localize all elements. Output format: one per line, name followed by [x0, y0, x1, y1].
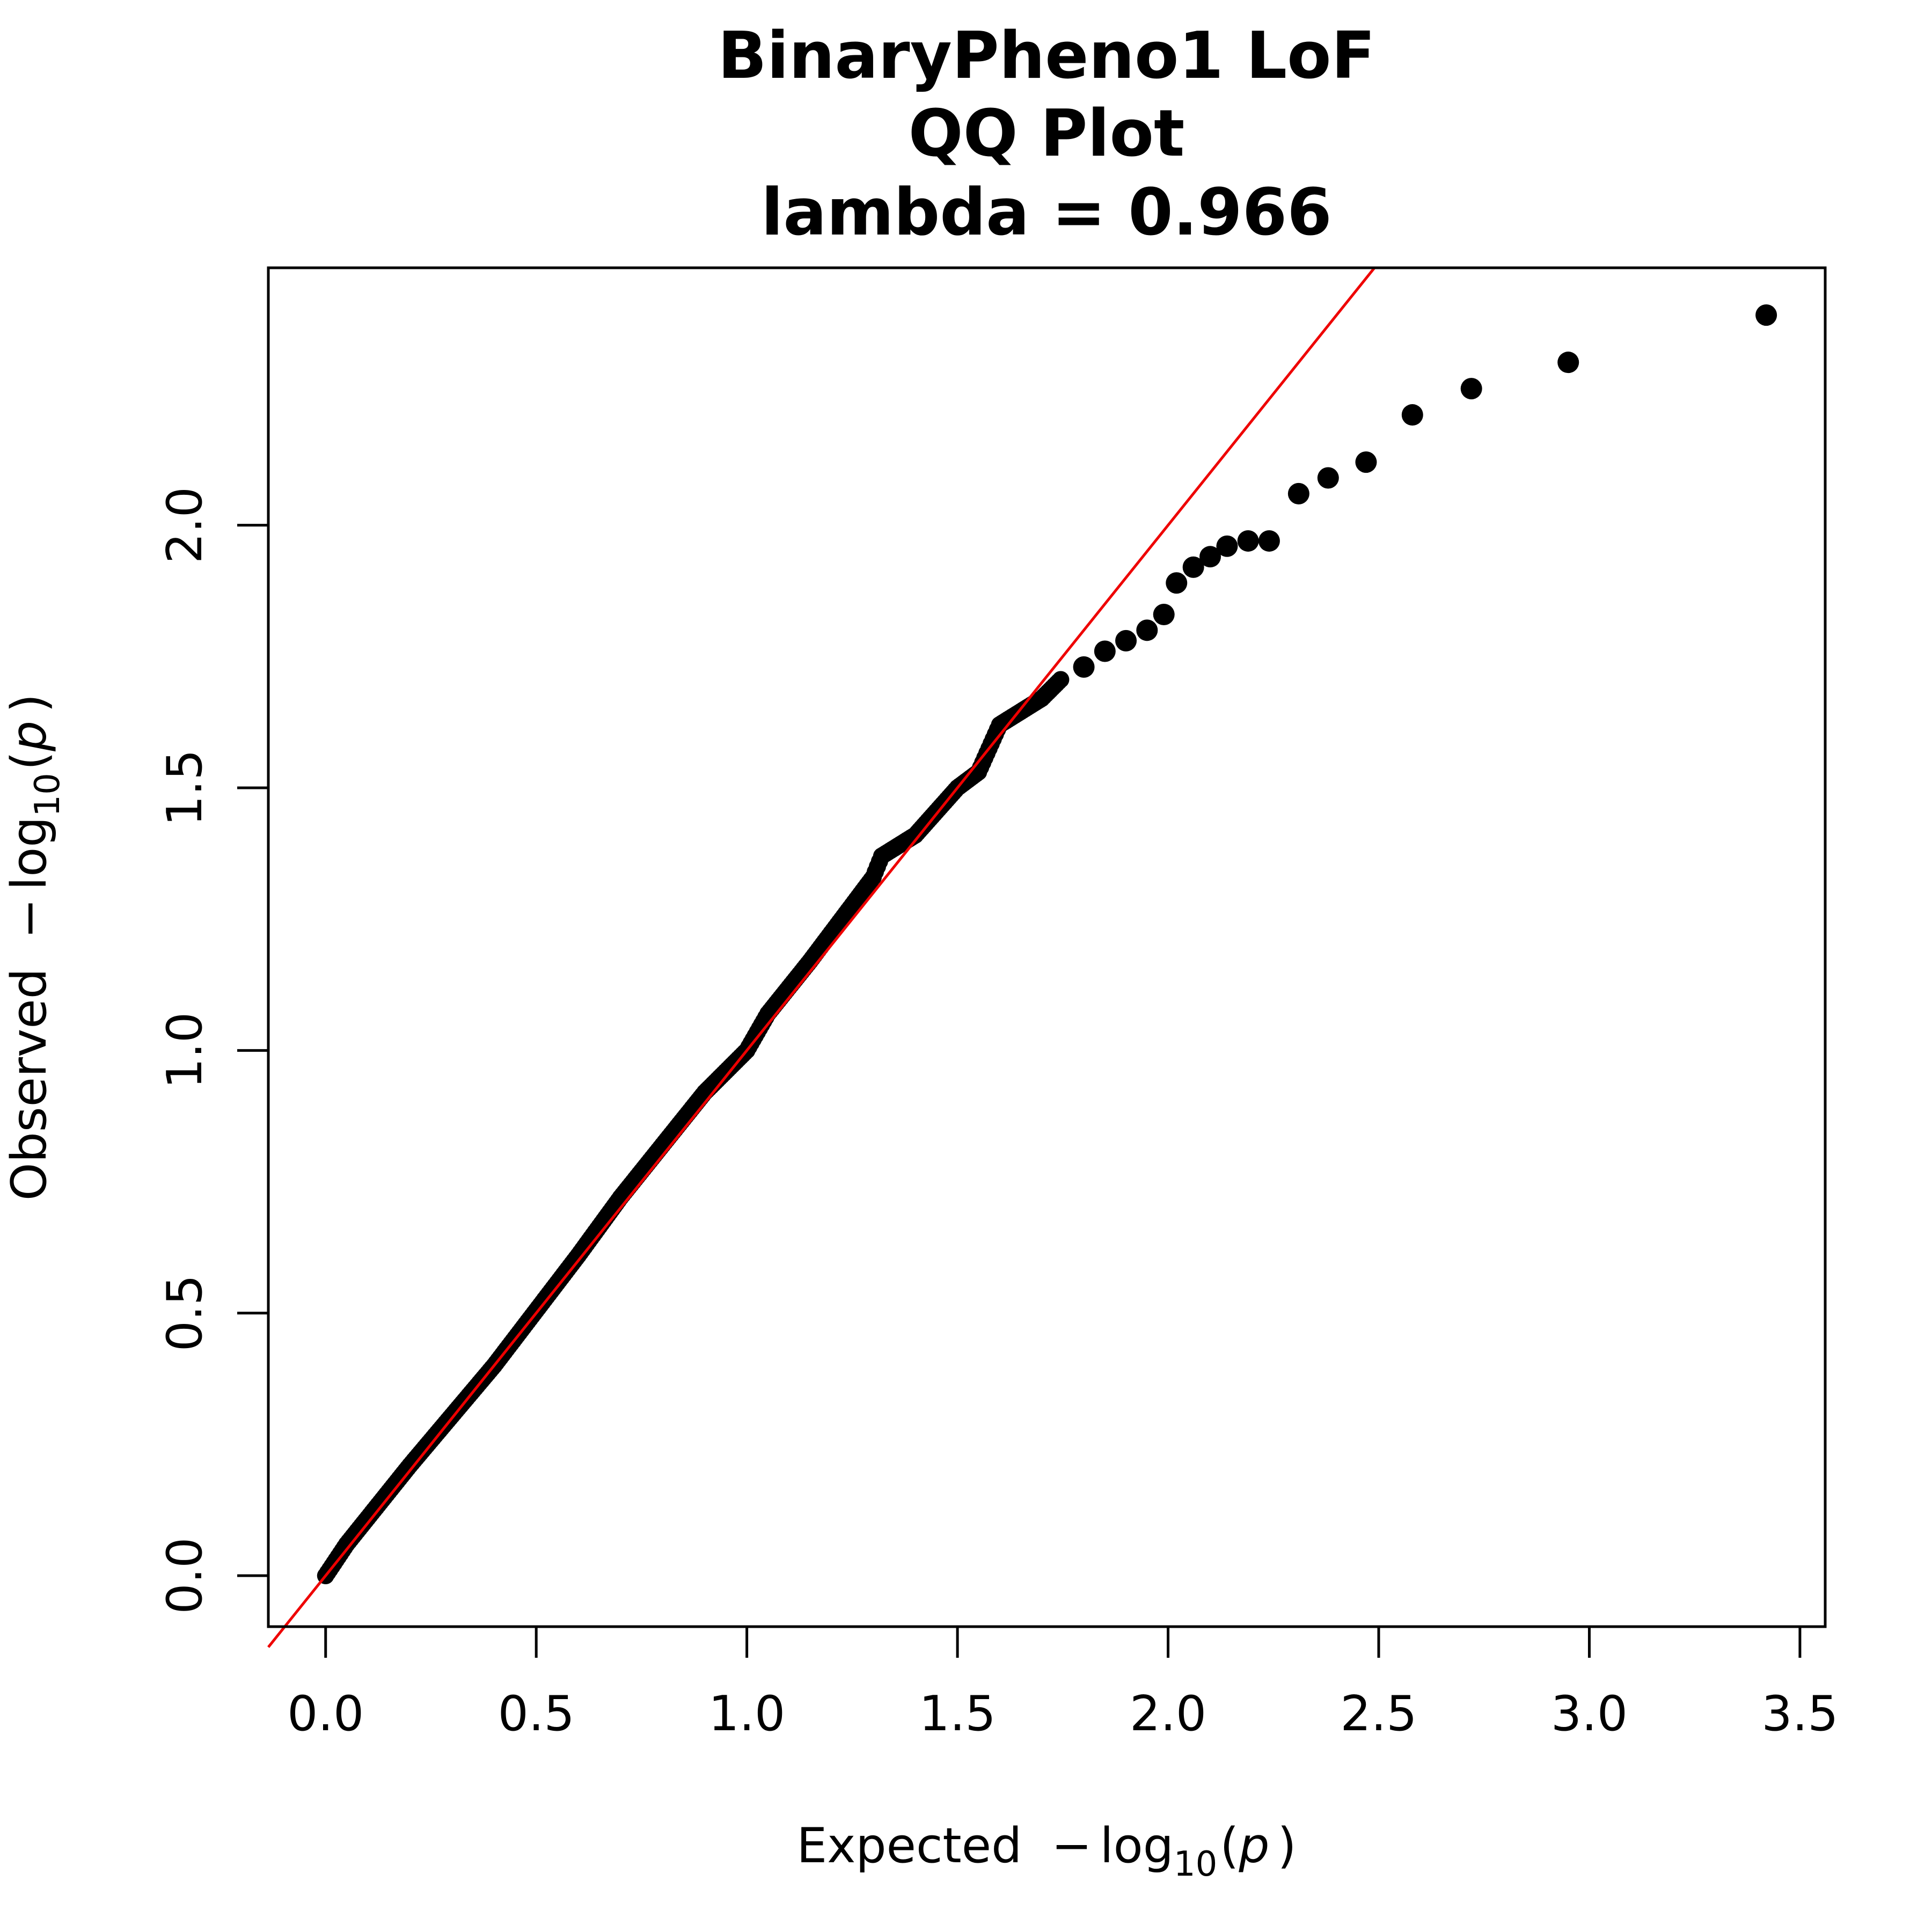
x-axis: 0.0 0.5 1.0 1.5 2.0 2.5 3.0 3.5	[287, 1625, 1838, 1742]
data-point	[1355, 451, 1377, 473]
data-point	[1052, 671, 1070, 689]
data-point	[1287, 482, 1309, 504]
data-point	[1073, 656, 1095, 678]
y-axis: 0.0 0.5 1.0 1.5 2.0	[157, 487, 270, 1614]
data-point	[1136, 619, 1158, 641]
chart-title-line-1: BinaryPheno1 LoF	[718, 19, 1375, 93]
data-point	[1115, 630, 1137, 652]
data-point	[1258, 530, 1280, 552]
x-tick-label: 3.0	[1551, 1686, 1628, 1742]
data-point	[1237, 530, 1259, 552]
data-point	[1460, 378, 1482, 400]
y-tick-label: 2.0	[157, 487, 213, 564]
y-axis-label: Observed−log10(p)	[1, 694, 68, 1201]
data-point	[1755, 304, 1777, 326]
data-points	[317, 304, 1777, 1585]
data-point	[1401, 404, 1423, 426]
plot-frame	[267, 266, 1827, 1628]
y-tick-label: 0.0	[157, 1537, 213, 1614]
chart-title-line-3: lambda = 0.966	[761, 175, 1332, 250]
x-tick-label: 1.5	[919, 1686, 996, 1742]
data-point	[1557, 352, 1579, 374]
data-point	[1216, 535, 1238, 557]
x-axis-label: Expected − log10(p)	[796, 1818, 1296, 1884]
x-tick-label: 0.5	[498, 1686, 575, 1742]
x-tick-label: 1.0	[708, 1686, 785, 1742]
x-tick-label: 3.5	[1761, 1686, 1838, 1742]
y-tick-label: 1.5	[157, 749, 213, 826]
data-point	[1166, 572, 1188, 594]
data-point	[1182, 556, 1204, 578]
y-tick-label: 1.0	[157, 1012, 213, 1089]
x-tick-label: 2.0	[1130, 1686, 1206, 1742]
data-point	[1094, 640, 1116, 662]
data-point	[1153, 603, 1175, 625]
data-point	[1199, 546, 1221, 568]
reference-line	[267, 267, 1376, 1648]
y-tick-label: 0.5	[157, 1275, 213, 1351]
x-tick-label: 0.0	[287, 1686, 364, 1742]
chart-title-line-2: QQ Plot	[909, 97, 1185, 171]
data-point	[1317, 467, 1339, 489]
x-tick-label: 2.5	[1340, 1686, 1417, 1742]
